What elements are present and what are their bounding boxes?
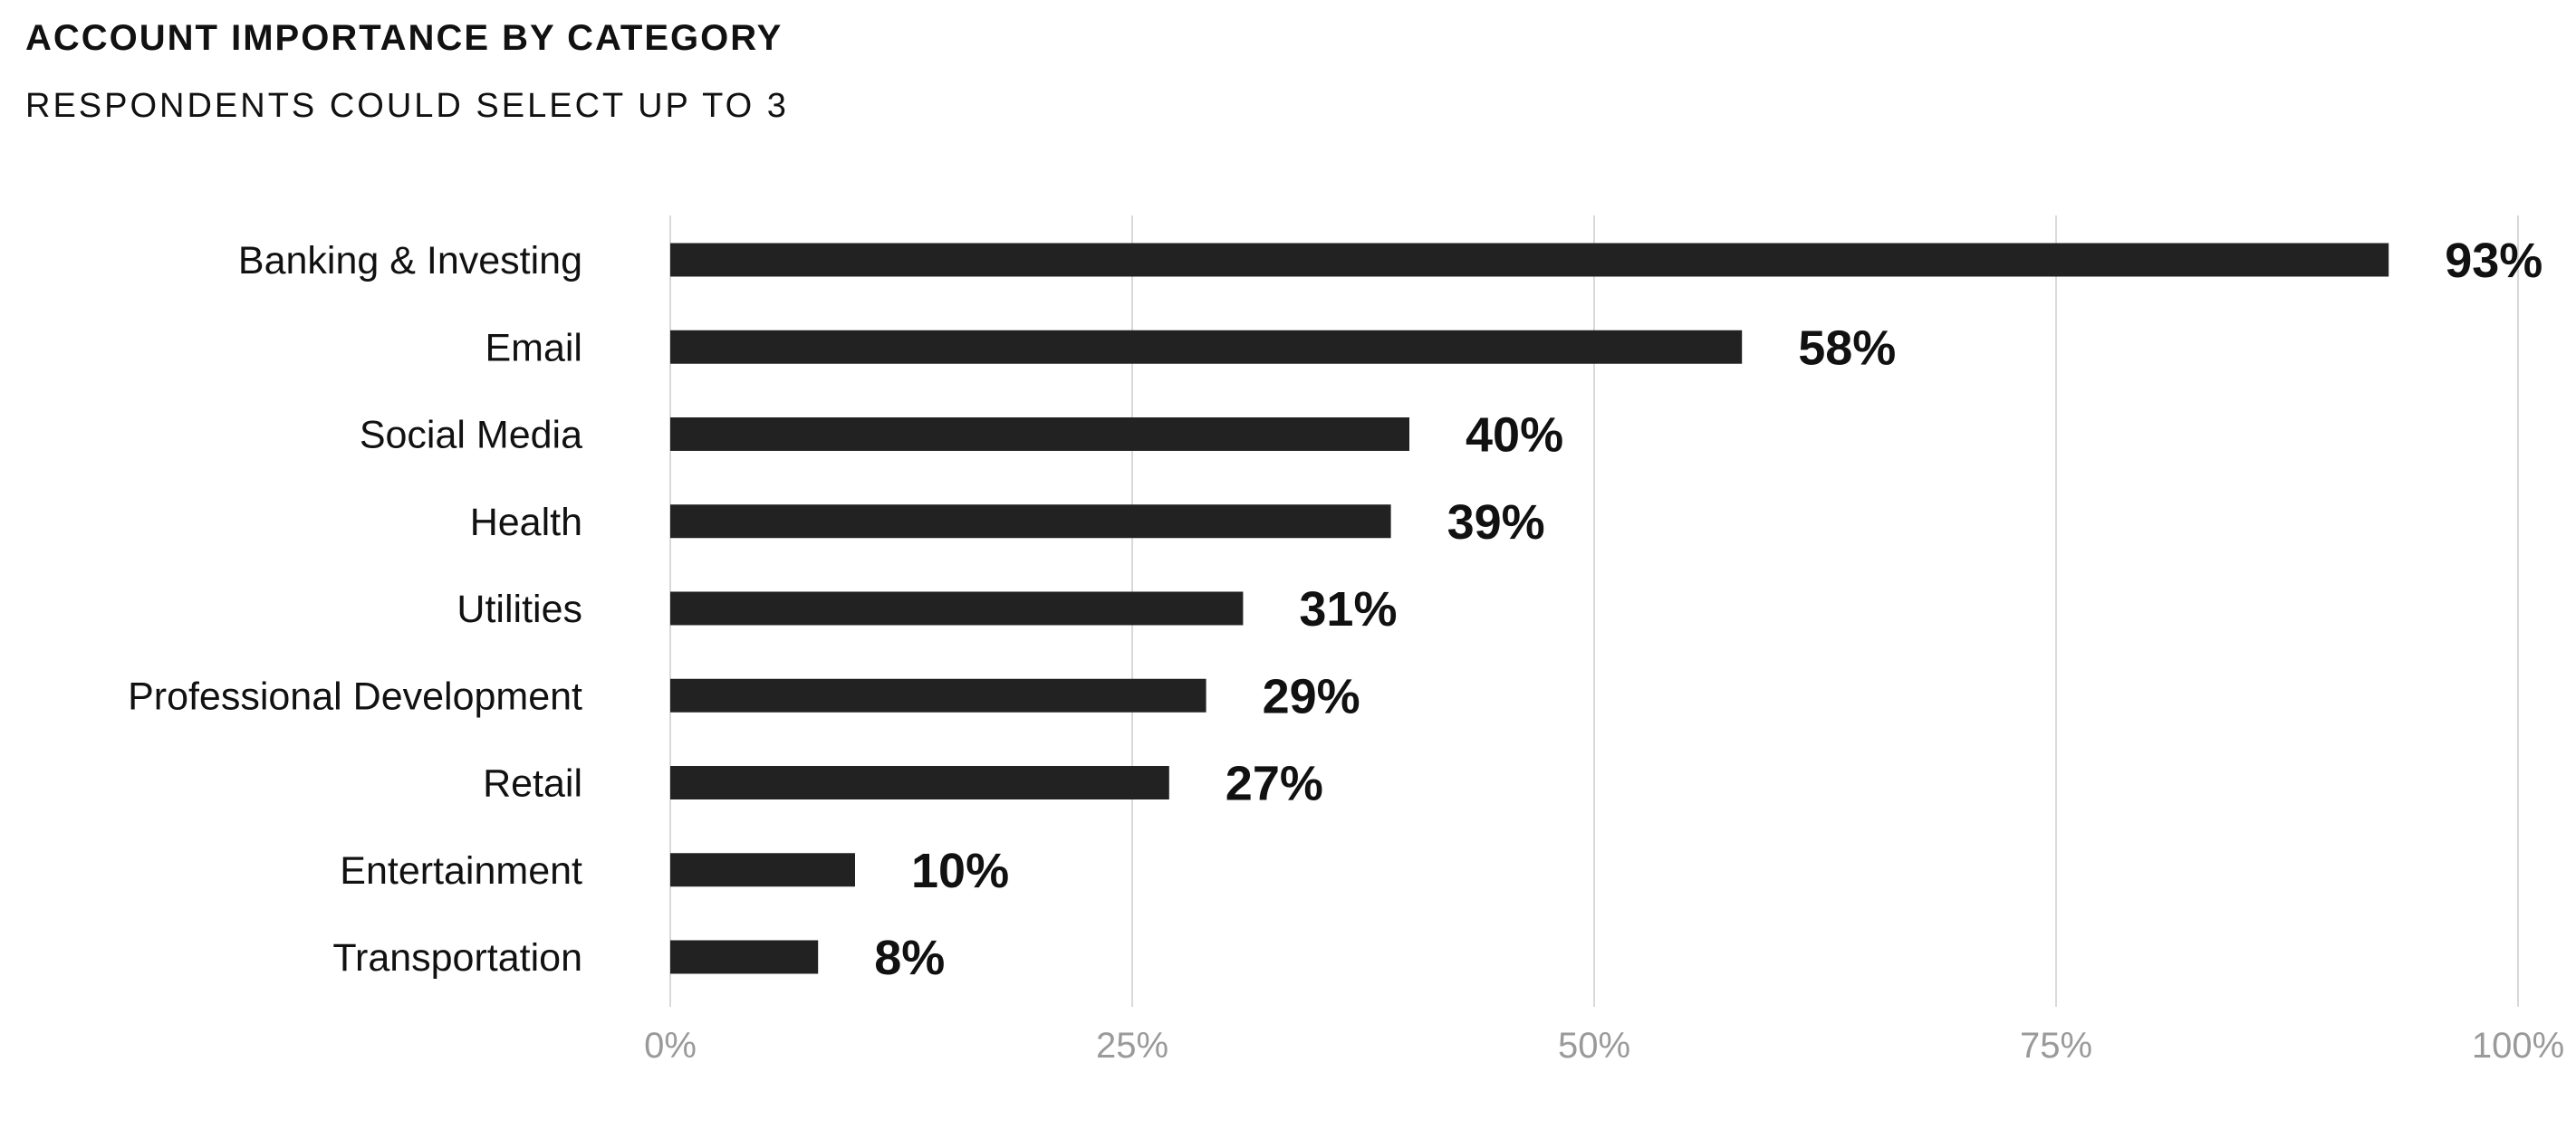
value-label: 39% bbox=[1447, 495, 1545, 550]
value-labels: 93% 58% 40% 39% 31% 29% 27% 10% 8% bbox=[874, 234, 2542, 985]
x-axis-ticks: 0% 25% 50% 75% 100% bbox=[644, 1026, 2564, 1066]
value-label: 58% bbox=[1798, 321, 1896, 375]
value-label: 31% bbox=[1299, 582, 1397, 636]
bar bbox=[670, 766, 1169, 799]
chart-title: ACCOUNT IMPORTANCE BY CATEGORY bbox=[25, 18, 783, 58]
x-tick-label: 25% bbox=[1096, 1026, 1168, 1066]
x-tick-label: 50% bbox=[1558, 1026, 1630, 1066]
bar bbox=[670, 940, 819, 974]
category-label: Entertainment bbox=[340, 849, 582, 893]
x-tick-label: 0% bbox=[644, 1026, 697, 1066]
category-label: Email bbox=[485, 326, 582, 369]
bar bbox=[670, 678, 1206, 713]
category-label: Professional Development bbox=[128, 675, 582, 718]
value-label: 40% bbox=[1466, 408, 1563, 463]
category-label: Social Media bbox=[360, 414, 582, 457]
category-label: Health bbox=[470, 501, 582, 544]
value-label: 93% bbox=[2445, 234, 2542, 288]
bar bbox=[670, 243, 2389, 277]
value-label: 27% bbox=[1226, 757, 1323, 811]
bar bbox=[670, 330, 1743, 364]
category-label: Transportation bbox=[332, 936, 582, 980]
category-labels: Banking & Investing Email Social Media Heal… bbox=[128, 239, 582, 980]
x-tick-label: 100% bbox=[2472, 1026, 2564, 1066]
category-label: Utilities bbox=[457, 588, 582, 631]
value-label: 8% bbox=[874, 931, 945, 985]
bar bbox=[670, 853, 855, 887]
category-label: Banking & Investing bbox=[238, 239, 582, 282]
value-label: 10% bbox=[911, 844, 1009, 898]
bar bbox=[670, 417, 1409, 451]
chart-subtitle: RESPONDENTS COULD SELECT UP TO 3 bbox=[25, 87, 789, 125]
bar bbox=[670, 504, 1391, 539]
x-tick-label: 75% bbox=[2020, 1026, 2092, 1066]
bars bbox=[670, 243, 2389, 974]
value-label: 29% bbox=[1263, 669, 1360, 723]
category-label: Retail bbox=[483, 762, 582, 806]
bar bbox=[670, 591, 1244, 626]
